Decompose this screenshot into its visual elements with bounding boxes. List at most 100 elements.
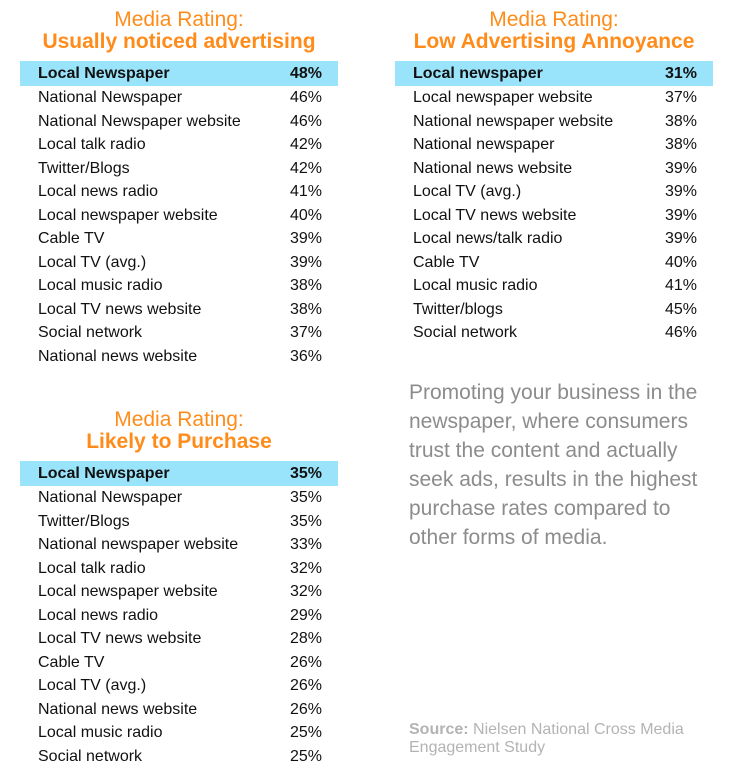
table-row: National news website 39% [395, 157, 713, 181]
rating-value: 45% [664, 300, 697, 318]
table-row: Cable TV 26% [20, 651, 338, 675]
rating-value: 42% [289, 136, 322, 153]
media-label: National Newspaper [38, 89, 183, 106]
table-row: National Newspaper 46% [20, 86, 338, 110]
rating-value: 37% [289, 324, 322, 341]
rating-value: 32% [289, 559, 322, 577]
title-line2: Low Advertising Annoyance [413, 30, 695, 53]
media-label: National news website [413, 159, 573, 177]
rating-value: 32% [289, 583, 322, 600]
title-line2: Usually noticed advertising [42, 30, 316, 53]
table-row: Local talk radio 42% [20, 133, 338, 157]
rating-value: 39% [664, 159, 697, 177]
media-label: Local TV news website [38, 300, 202, 318]
panel-low-annoyance: Media Rating: Low Advertising Annoyance Lo… [395, 9, 713, 345]
rating-value: 39% [664, 183, 697, 200]
media-label: Local music radio [413, 277, 538, 294]
table-row: Local music radio 38% [20, 274, 338, 298]
table-row: Local TV news website 28% [20, 627, 338, 651]
table-row: Local TV news website 38% [20, 298, 338, 322]
rating-value: 38% [289, 300, 322, 318]
media-label: National Newspaper [38, 489, 183, 506]
table-row: Twitter/blogs 45% [395, 298, 713, 322]
rating-value: 39% [664, 206, 697, 224]
media-label: National newspaper website [413, 112, 614, 130]
table-row: National newspaper website 33% [20, 533, 338, 557]
rating-value: 42% [289, 159, 322, 177]
title-line2: Likely to Purchase [86, 430, 272, 453]
rating-value: 35% [289, 512, 322, 530]
panel-likely-to-purchase: Media Rating: Likely to Purchase Local New… [20, 409, 338, 768]
table-row: Social network 37% [20, 321, 338, 345]
rating-value: 25% [289, 724, 322, 741]
source-text: Nielsen National Cross Media Engagement … [409, 721, 684, 756]
media-label: National news website [38, 347, 198, 365]
rating-value: 33% [289, 536, 322, 553]
rating-value: 46% [289, 112, 322, 130]
media-label: National newspaper website [38, 536, 239, 553]
rating-table: Local newspaper 31% Local newspaper websit… [395, 61, 713, 345]
rating-value: 39% [664, 230, 697, 247]
rating-value: 35% [289, 465, 322, 482]
media-label: Local newspaper website [413, 89, 593, 106]
rating-value: 36% [289, 347, 322, 365]
media-label: Local music radio [38, 724, 163, 741]
table-row: National newspaper website 38% [395, 110, 713, 134]
title-line1: Media Rating: [114, 8, 244, 31]
rating-value: 37% [664, 89, 697, 106]
table-row: Local talk radio 32% [20, 557, 338, 581]
table-row: Local newspaper website 40% [20, 204, 338, 228]
media-label: Local news radio [38, 606, 159, 624]
table-row: National Newspaper website 46% [20, 110, 338, 134]
rating-value: 41% [664, 277, 697, 294]
table-row: Twitter/Blogs 42% [20, 157, 338, 181]
media-label: Local TV (avg.) [38, 677, 147, 694]
table-row: Local news radio 29% [20, 604, 338, 628]
table-row: National Newspaper 35% [20, 486, 338, 510]
rating-value: 38% [289, 277, 322, 294]
media-label: National Newspaper website [38, 112, 241, 130]
media-label: Cable TV [38, 653, 105, 671]
media-label: Local talk radio [38, 136, 146, 153]
rating-value: 25% [289, 747, 322, 765]
rating-value: 35% [289, 489, 322, 506]
media-label: Local TV news website [38, 630, 202, 647]
rating-value: 26% [289, 700, 322, 718]
table-row: Local TV (avg.) 39% [395, 180, 713, 204]
rating-value: 39% [289, 253, 322, 271]
table-row: Local news radio 41% [20, 180, 338, 204]
media-label: Cable TV [38, 230, 105, 247]
media-label: Twitter/Blogs [38, 159, 130, 177]
title-line1: Media Rating: [489, 8, 619, 31]
rating-value: 39% [289, 230, 322, 247]
table-row: Local Newspaper 48% [20, 61, 338, 86]
table-row: Twitter/Blogs 35% [20, 510, 338, 534]
media-label: Local news radio [38, 183, 159, 200]
media-label: Local news/talk radio [413, 230, 563, 247]
table-row: National newspaper 38% [395, 133, 713, 157]
panel-title: Media Rating: Usually noticed advertising [20, 9, 338, 53]
media-label: Local TV news website [413, 206, 577, 224]
media-label: National newspaper [413, 136, 555, 153]
rating-value: 38% [664, 112, 697, 130]
table-row: Local TV (avg.) 26% [20, 674, 338, 698]
rating-value: 41% [289, 183, 322, 200]
table-row: Local news/talk radio 39% [395, 227, 713, 251]
source-note: Source: Nielsen National Cross Media Eng… [409, 721, 729, 757]
media-label: Local newspaper website [38, 583, 218, 600]
table-row: Local music radio 41% [395, 274, 713, 298]
source-label: Source: [409, 721, 469, 738]
media-label: Local TV (avg.) [413, 183, 522, 200]
media-label: Twitter/Blogs [38, 512, 130, 530]
table-row: Local newspaper website 37% [395, 86, 713, 110]
panel-title: Media Rating: Likely to Purchase [20, 409, 338, 453]
media-label: Cable TV [413, 253, 480, 271]
rating-value: 26% [289, 677, 322, 694]
media-label: Local Newspaper [38, 65, 170, 82]
table-row: Cable TV 40% [395, 251, 713, 275]
title-line1: Media Rating: [114, 408, 244, 431]
panel-usually-noticed: Media Rating: Usually noticed advertising… [20, 9, 338, 368]
media-label: Social network [38, 747, 143, 765]
rating-value: 31% [664, 65, 697, 82]
table-row: Local newspaper website 32% [20, 580, 338, 604]
